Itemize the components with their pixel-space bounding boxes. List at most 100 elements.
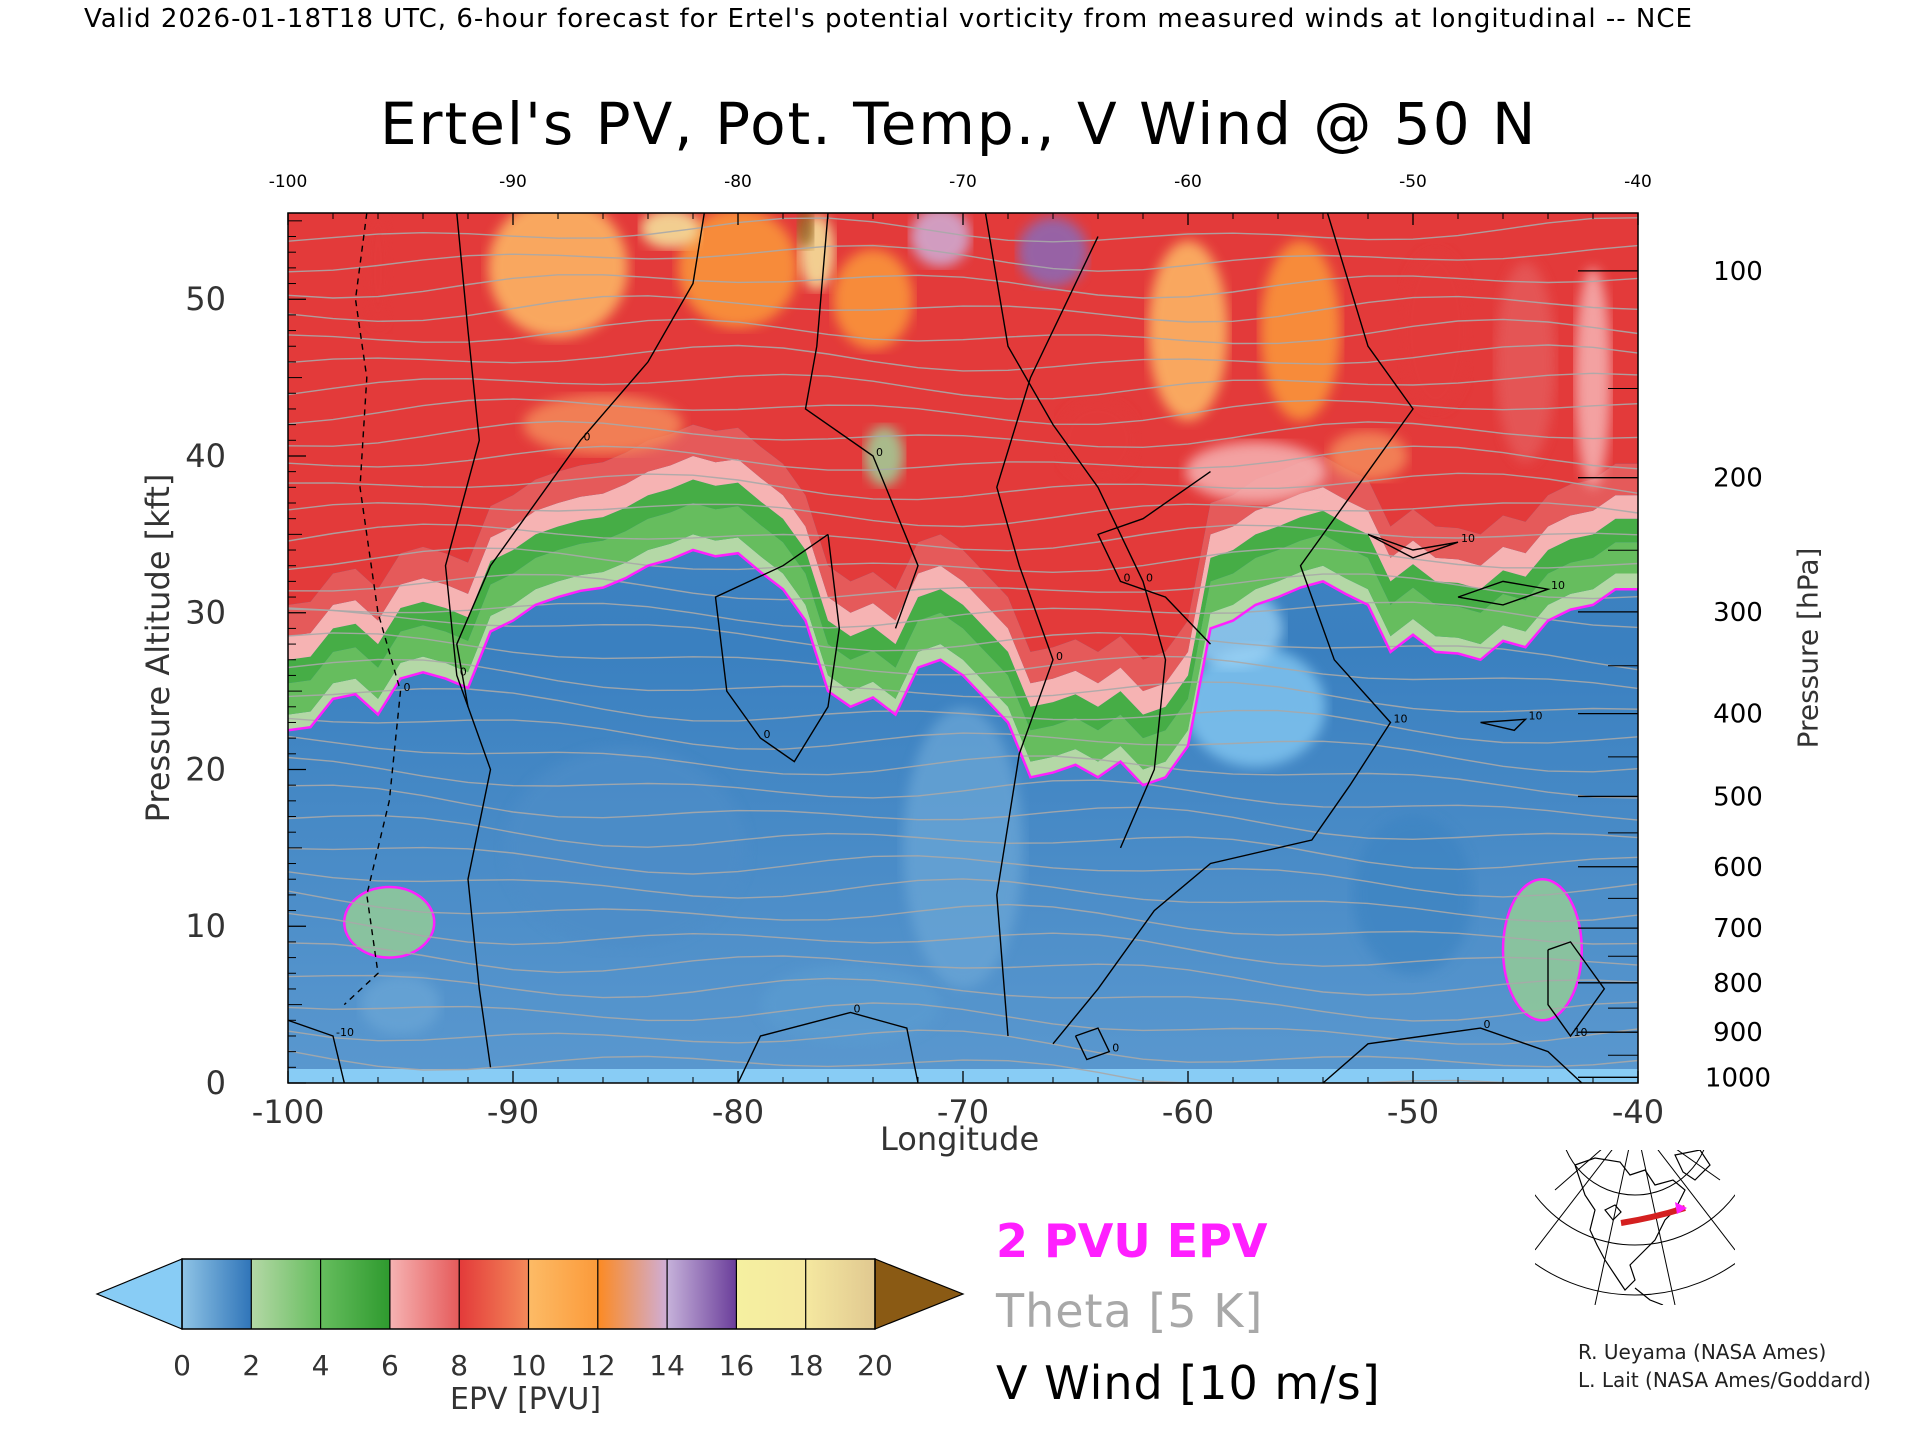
epv-strat-blob-14 [1058, 400, 1138, 481]
credit-line-2: L. Lait (NASA Ames/Goddard) [1578, 1368, 1871, 1392]
x-top-tick-label: -80 [724, 172, 752, 192]
epv-strat-blob-2 [678, 213, 798, 328]
theta-isentrope-18 [288, 601, 1638, 629]
legend-vwind: V Wind [10 m/s] [996, 1356, 1381, 1410]
theta-isentrope-22 [288, 502, 1638, 528]
v-wind-contour-2 [456, 213, 705, 707]
theta-isentrope-21 [288, 523, 1638, 552]
v-wind-contour-label-8: 0 [1124, 571, 1131, 584]
epv-blob-4 [505, 747, 746, 948]
epv-strat-blob-16 [1185, 441, 1326, 502]
v-wind-contour-label-3: 0 [876, 446, 883, 459]
locator-map [1535, 1150, 1735, 1305]
pressure-tick-label: 300 [1713, 598, 1763, 628]
epv-island-1 [1503, 879, 1582, 1021]
x-top-tick-label: -90 [499, 172, 527, 192]
theta-isentrope-5 [288, 912, 1638, 967]
theta-isentrope-10 [288, 784, 1638, 841]
epv-strat-blob-8 [1018, 217, 1088, 288]
theta-isentrope-31 [288, 274, 1638, 299]
v-wind-contour-label-0: 0 [404, 681, 411, 694]
epv-strat-blob-11 [1400, 250, 1471, 411]
pressure-tick-label: 600 [1713, 853, 1763, 883]
epv-island-contour-0 [343, 885, 436, 959]
epv-blob-5 [360, 974, 441, 1035]
theta-isentrope-26 [288, 398, 1638, 426]
epv-strat-blob-9 [1148, 240, 1228, 421]
v-wind-contour-label-7: 10 [1394, 712, 1408, 725]
pressure-tick-label: 900 [1713, 1018, 1763, 1048]
epv-blob-3 [903, 707, 1023, 988]
epv-strat-blob-3 [640, 213, 701, 249]
v-wind-contour-label-11: 10 [1529, 709, 1543, 722]
epv-blob-6 [1353, 814, 1473, 975]
epv-strat-blob-13 [1575, 267, 1611, 488]
theta-isentrope-30 [288, 295, 1638, 323]
v-wind-contour-label-16: -10 [336, 1026, 354, 1039]
theta-isentrope-27 [288, 372, 1638, 400]
x-tick-label: -60 [1162, 1093, 1214, 1131]
x-axis-label: Longitude [880, 1120, 1040, 1158]
pressure-tick-label: 700 [1713, 914, 1763, 944]
y-tick-label: 10 [185, 907, 226, 945]
y-tick-label: 30 [185, 594, 226, 632]
x-tick-label: -70 [937, 1093, 989, 1131]
x-tick-label: -40 [1612, 1093, 1664, 1131]
figure-title: Ertel's PV, Pot. Temp., V Wind @ 50 N [380, 90, 1538, 158]
y-tick-label: 40 [185, 437, 226, 475]
y-tick-label: 20 [185, 750, 226, 788]
legend-theta: Theta [5 K] [996, 1284, 1264, 1338]
v-wind-contour-13 [737, 1011, 919, 1083]
theta-isentrope-19 [288, 573, 1638, 601]
theta-isentrope-15 [288, 658, 1638, 713]
v-wind-contour-0 [343, 213, 402, 1006]
v-wind-contour-label-9: 10 [1461, 532, 1475, 545]
v-wind-contour-label-1: 0 [460, 665, 467, 678]
theta-isentrope-6 [288, 890, 1638, 945]
theta-isentrope-24 [288, 445, 1638, 471]
theta-isentrope-7 [288, 871, 1638, 923]
theta-isentrope-29 [288, 318, 1638, 345]
v-wind-contour-16 [288, 1019, 345, 1083]
x-tick-label: -100 [252, 1093, 325, 1131]
v-wind-contour-6 [996, 236, 1099, 1037]
pressure-tick-label: 500 [1713, 782, 1763, 812]
theta-isentrope-12 [288, 735, 1638, 799]
pressure-tick-label: 200 [1713, 464, 1763, 494]
theta-isentrope-17 [288, 608, 1638, 671]
v-wind-contour-8 [1097, 471, 1212, 645]
theta-isentrope-32 [288, 244, 1638, 273]
epv-island-contour-1 [1501, 877, 1583, 1022]
x-top-tick-label: -60 [1174, 172, 1202, 192]
v-wind-contour-label-5: 0 [1146, 571, 1153, 584]
credit-line-1: R. Ueyama (NASA Ames) [1578, 1340, 1827, 1364]
theta-isentrope-9 [288, 814, 1638, 871]
epv-strat-blob-15 [523, 394, 683, 455]
theta-isentrope-23 [288, 472, 1638, 501]
v-wind-contour-10 [1457, 580, 1551, 606]
pressure-tick-label: 1000 [1705, 1063, 1771, 1093]
epv-strat-blob-0 [364, 213, 392, 328]
x-top-tick-label: -100 [269, 172, 308, 192]
theta-isentrope-11 [288, 756, 1638, 821]
v-wind-contour-15 [1322, 1027, 1583, 1083]
v-wind-contour-11 [1480, 718, 1528, 732]
legend-epv: 2 PVU EPV [996, 1214, 1268, 1268]
figure-subtitle: Valid 2026-01-18T18 UTC, 6-hour forecast… [84, 4, 1693, 34]
theta-isentrope-25 [288, 420, 1638, 449]
epv-blob-0 [1185, 646, 1326, 767]
v-wind-contour-4 [714, 533, 841, 763]
pressure-tick-label: 400 [1713, 700, 1763, 730]
x-top-tick-label: -70 [949, 172, 977, 192]
theta-isentrope-13 [288, 717, 1638, 773]
x-top-tick-label: -50 [1399, 172, 1427, 192]
x-tick-label: -50 [1387, 1093, 1439, 1131]
v-wind-contour-12 [1547, 941, 1606, 1038]
theta-isentrope-1 [288, 1029, 1638, 1068]
theta-isentrope-4 [288, 942, 1638, 996]
epv-strat-blob-10 [1260, 240, 1341, 421]
theta-isentrope-8 [288, 846, 1638, 898]
colorbar-label: EPV [PVU] [450, 1382, 602, 1417]
